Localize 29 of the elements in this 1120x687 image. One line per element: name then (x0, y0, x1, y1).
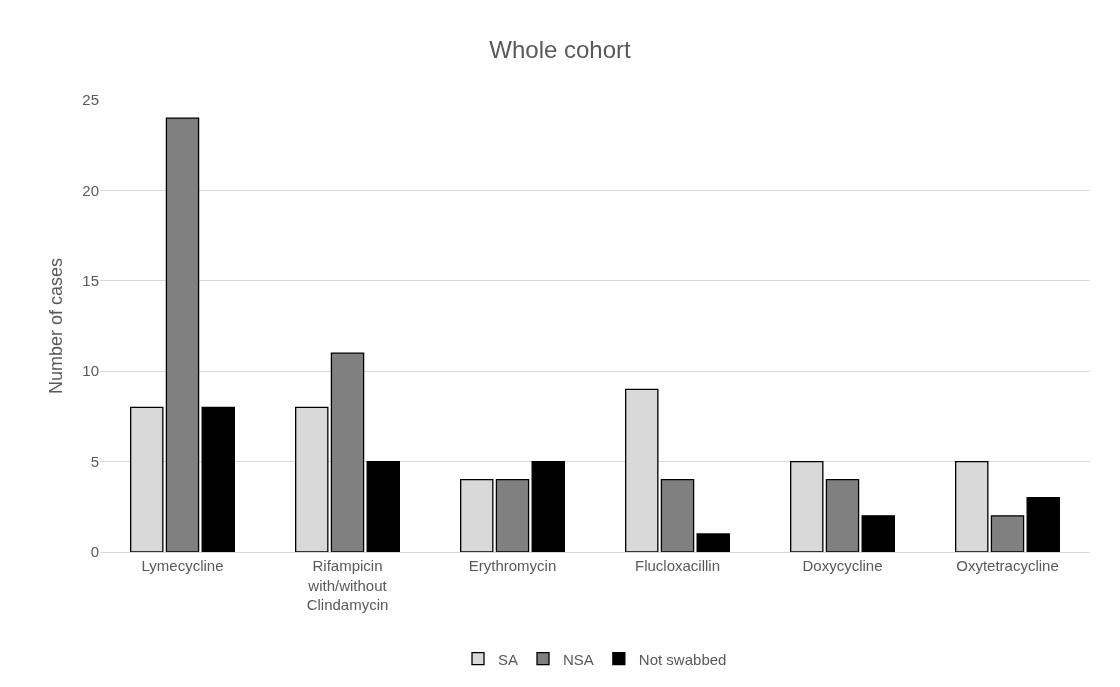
bar (825, 479, 860, 552)
x-tick-label: Oxytetracycline (956, 557, 1059, 574)
legend-label: SA (498, 650, 519, 668)
bar (330, 352, 365, 552)
bar (366, 460, 400, 552)
x-tick-label: Doxycycline (802, 557, 883, 574)
y-tick-label: 20 (82, 181, 99, 199)
bar (201, 406, 235, 552)
y-axis-title: Number of cases (45, 257, 66, 395)
y-tick-label: 15 (82, 272, 99, 290)
x-tick-label: Lymecycline (141, 557, 224, 574)
bar (495, 479, 530, 552)
x-tick-label: Flucloxacillin (634, 557, 721, 574)
bar (861, 515, 895, 552)
bar (660, 479, 695, 552)
y-tick-label: 10 (82, 362, 99, 380)
legend-label: NSA (563, 650, 594, 668)
y-tick-label: 5 (90, 452, 99, 470)
bar (990, 515, 1025, 552)
chart-title: Whole cohort (489, 36, 632, 64)
y-tick-label: 0 (90, 543, 99, 561)
bar (531, 460, 565, 552)
legend-label: Not swabbed (638, 650, 727, 668)
bar (1026, 497, 1060, 552)
y-tick-label: 25 (82, 91, 99, 109)
bar (165, 117, 200, 552)
x-tick-label: Erythromycin (468, 557, 557, 574)
x-tick-label: Rifampicin with/without Clindamycin (306, 557, 389, 613)
bar (696, 533, 730, 552)
